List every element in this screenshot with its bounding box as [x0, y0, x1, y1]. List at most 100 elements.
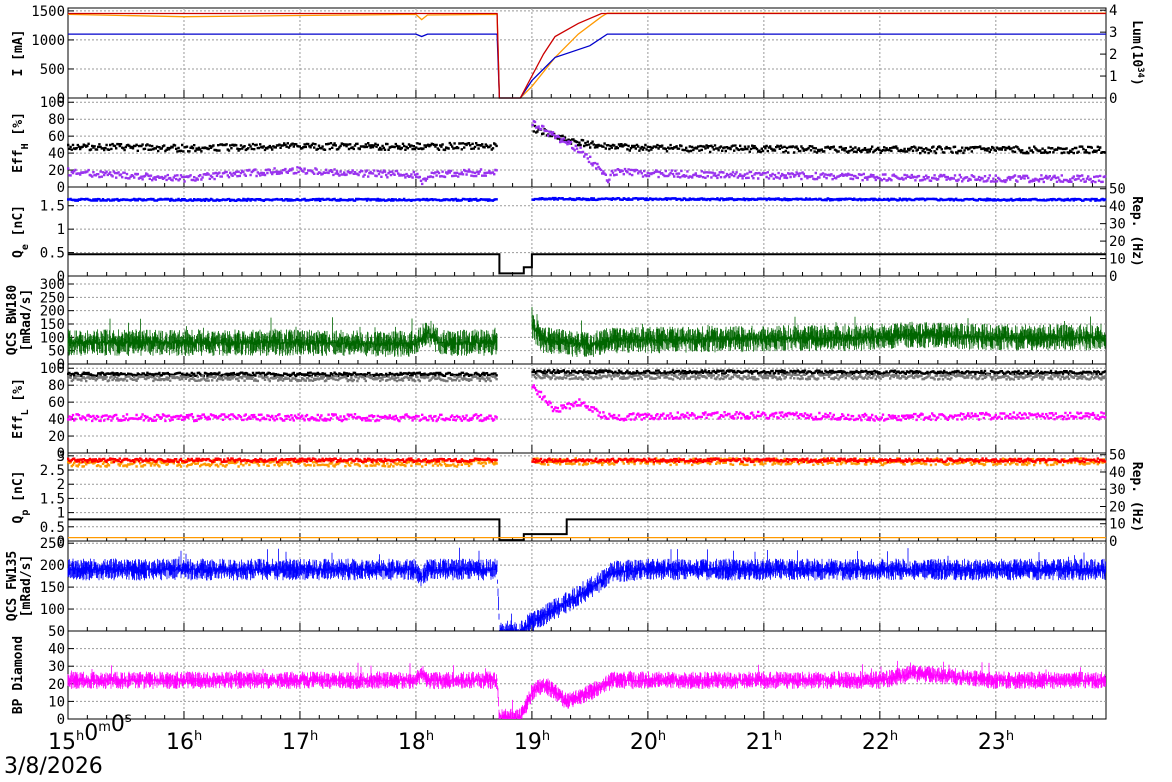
y-tick-label: 80 — [48, 112, 65, 128]
y-axis-label: EffH [%] — [11, 112, 31, 173]
x-tick-label: 18h — [398, 729, 434, 755]
series-effH-1 — [67, 120, 1107, 186]
x-tick-label: 23h — [978, 729, 1014, 755]
y-axis-label: Qp [nC] — [11, 471, 31, 524]
y-tick-label: 2.5 — [40, 463, 65, 479]
series-qp-1 — [67, 457, 1107, 464]
y-tick-label: 0 — [57, 180, 65, 196]
y-tick-label: 100 — [40, 361, 65, 377]
y-tick-label: 1.5 — [40, 199, 65, 215]
series-qe-1 — [68, 253, 1106, 275]
series-effL-0 — [67, 369, 1107, 378]
y2-tick-label: 40 — [1109, 465, 1126, 481]
series-current-1 — [68, 33, 1106, 99]
series-current-2 — [68, 12, 1106, 99]
series-noise — [67, 547, 1106, 631]
x-tick-label: 21h — [746, 729, 782, 755]
series-effH-0 — [67, 123, 1107, 155]
y-tick-label: 40 — [48, 146, 65, 162]
y2-tick-label: 30 — [1109, 217, 1126, 233]
y-tick-label: 200 — [40, 558, 65, 574]
series-current-0 — [67, 12, 1106, 99]
y-tick-label: 1.5 — [40, 491, 65, 507]
panel-frame — [67, 7, 1107, 99]
series-bp-0 — [67, 660, 1106, 719]
y-tick-label: 150 — [40, 317, 65, 333]
series-effL-2 — [67, 384, 1107, 423]
panel-current: 0 500 1000 1500 0 1 2 3 4 I [mA] Lum(1034) — [11, 3, 1145, 107]
series-line — [68, 33, 1106, 99]
y-tick-label: 250 — [40, 536, 65, 552]
series-bw180-0 — [67, 306, 1106, 357]
y2-axis-label: Lum(1034) — [1129, 20, 1145, 86]
y2-tick-label: 20 — [1109, 234, 1126, 250]
y-tick-label: 0 — [57, 357, 65, 373]
y-axis-label: EffL [%] — [11, 378, 31, 439]
y-tick-label: 0 — [57, 712, 65, 728]
series-points — [67, 457, 1107, 464]
y-tick-label: 50 — [48, 624, 65, 640]
series-noise — [67, 306, 1106, 357]
y-tick-label: 60 — [48, 129, 65, 145]
y-tick-label: 0 — [57, 534, 65, 550]
x-tick-label: 22h — [862, 729, 898, 755]
x-tick-label: 20h — [630, 729, 666, 755]
y-tick-label: 30 — [48, 659, 65, 675]
y-axis-label: I [mA] — [11, 30, 26, 77]
y-tick-label: 1 — [57, 222, 65, 238]
y2-tick-label: 10 — [1109, 517, 1126, 533]
series-line — [68, 12, 1106, 99]
series-points — [67, 123, 1107, 155]
y2-tick-label: 0 — [1109, 91, 1117, 107]
y-tick-label: 0.5 — [40, 520, 65, 536]
y-tick-label: 100 — [40, 95, 65, 111]
y-tick-label: 100 — [40, 602, 65, 618]
y-tick-label: 1 — [57, 506, 65, 522]
y-tick-label: 200 — [40, 304, 65, 320]
y2-tick-label: 2 — [1109, 47, 1117, 63]
y-tick-label: 150 — [40, 580, 65, 596]
y-tick-label: 40 — [48, 642, 65, 658]
y2-tick-label: 10 — [1109, 252, 1126, 268]
x-tick-label: 17h — [282, 729, 318, 755]
date-label: 3/8/2026 — [4, 754, 103, 779]
y-tick-label: 10 — [48, 694, 65, 710]
series-points — [67, 120, 1107, 186]
y2-tick-label: 4 — [1109, 3, 1117, 19]
series-effL-1 — [67, 373, 1107, 383]
y2-axis-label: Rep. (Hz) — [1129, 462, 1144, 532]
y-tick-label: 500 — [40, 62, 65, 78]
y-tick-label: 100 — [40, 330, 65, 346]
y-axis-label: QCS BW180[mRad/s] — [5, 285, 34, 356]
y-tick-label: 40 — [48, 412, 65, 428]
y-tick-label: 20 — [48, 429, 65, 445]
y2-tick-label: 1 — [1109, 69, 1117, 85]
y2-tick-label: 3 — [1109, 25, 1117, 41]
y-tick-label: 250 — [40, 290, 65, 306]
y-axis-label: Qe [nC] — [11, 205, 31, 258]
y2-tick-label: 0 — [1109, 534, 1117, 550]
y2-tick-label: 20 — [1109, 499, 1126, 515]
series-points — [67, 373, 1107, 383]
y-tick-label: 1500 — [31, 4, 65, 20]
series-points — [67, 384, 1107, 423]
y-tick-label: 2 — [57, 477, 65, 493]
y-tick-label: 1000 — [31, 33, 65, 49]
x-tick-label: 19h — [514, 729, 550, 755]
x-tick-label: 16h — [166, 729, 202, 755]
series-qe-0 — [67, 196, 1107, 202]
series-points — [67, 369, 1107, 378]
y-axis-label: QCS FW135[mRad/s] — [5, 551, 34, 621]
series-noise — [67, 660, 1106, 719]
y-axis-label: BP Diamond — [11, 636, 26, 714]
series-points — [67, 196, 1107, 202]
y2-tick-label: 50 — [1109, 182, 1126, 198]
y-tick-label: 0 — [57, 269, 65, 285]
y2-tick-label: 0 — [1109, 269, 1117, 285]
